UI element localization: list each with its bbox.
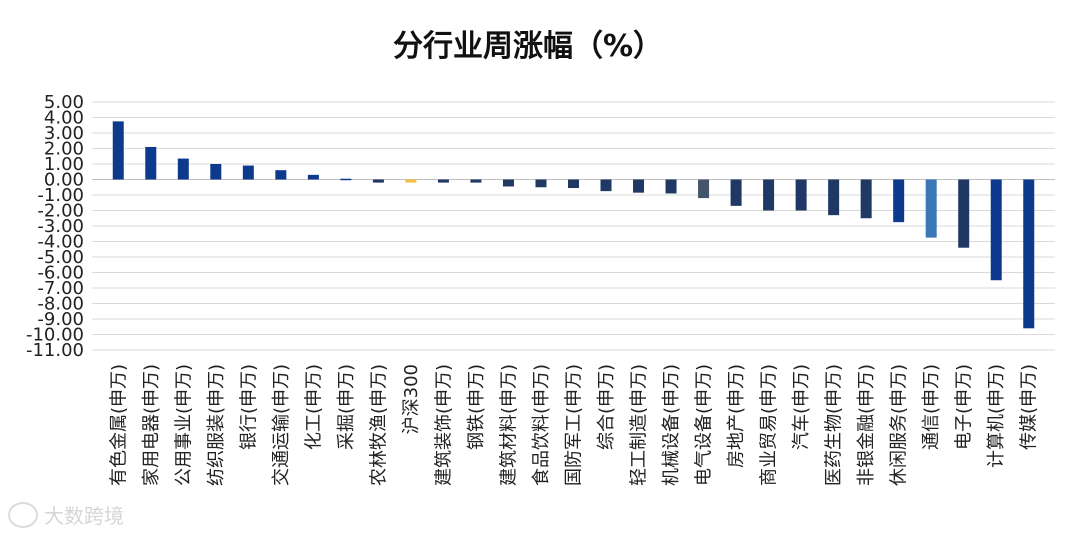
y-tick-label: 5.00 [44, 92, 84, 113]
x-tick-label: 通信(申万) [921, 364, 942, 450]
x-tick-label: 有色金属(申万) [108, 364, 129, 486]
y-tick-label: -2.00 [37, 201, 84, 222]
y-tick-label: -1.00 [37, 185, 84, 206]
x-tick-label: 汽车(申万) [791, 364, 812, 450]
y-tick-label: 4.00 [44, 108, 84, 129]
bar [893, 179, 905, 223]
y-tick-label: 1.00 [44, 154, 84, 175]
x-tick-label: 电子(申万) [954, 364, 975, 450]
y-tick-label: 0.00 [44, 170, 84, 191]
bar [763, 179, 775, 211]
bar [828, 179, 840, 216]
x-tick-label: 食品饮料(申万) [531, 364, 552, 486]
x-tick-label: 钢铁(申万) [466, 364, 487, 450]
bar [437, 179, 449, 183]
x-tick-label: 农林牧渔(申万) [368, 364, 389, 486]
y-tick-label: -10.00 [26, 325, 84, 346]
bar [925, 179, 937, 238]
bar [665, 179, 677, 194]
bar [958, 179, 970, 248]
x-tick-label: 建筑材料(申万) [498, 364, 519, 486]
y-tick-label: -6.00 [37, 263, 84, 284]
bar [210, 164, 222, 180]
y-tick-label: -11.00 [26, 340, 84, 361]
y-tick-label: -3.00 [37, 216, 84, 237]
x-tick-label: 机械设备(申万) [661, 364, 682, 486]
bar [568, 179, 579, 189]
bar [535, 179, 547, 188]
y-tick-label: -7.00 [37, 278, 84, 299]
x-tick-label: 非银金融(申万) [856, 364, 877, 486]
x-tick-label: 国防军工(申万) [564, 364, 585, 486]
y-tick-label: -9.00 [37, 309, 84, 330]
x-tick-label: 化工(申万) [303, 364, 324, 450]
x-tick-label: 医药生物(申万) [824, 364, 845, 486]
bar [112, 121, 124, 180]
bar [275, 170, 287, 180]
y-tick-label: -5.00 [37, 247, 84, 268]
bar [307, 174, 319, 180]
watermark: 大数跨境 [8, 500, 124, 529]
watermark-text: 大数跨境 [44, 504, 124, 528]
x-tick-label: 商业贸易(申万) [759, 364, 780, 486]
bar [405, 179, 417, 183]
x-tick-label: 沪深300 [401, 364, 422, 434]
x-tick-label: 综合(申万) [596, 364, 617, 450]
bar [372, 179, 384, 183]
x-tick-label: 纺织服装(申万) [206, 364, 227, 486]
x-tick-label: 银行(申万) [238, 364, 259, 450]
bar [698, 179, 710, 199]
x-tick-label: 休闲服务(申万) [889, 364, 910, 486]
bar [860, 179, 872, 219]
x-tick-label: 采掘(申万) [336, 364, 357, 450]
chart-title: 分行业周涨幅（%） [393, 29, 663, 64]
x-tick-label: 房地产(申万) [726, 364, 747, 468]
bar [242, 165, 254, 180]
x-axis-labels: 有色金属(申万) 家用电器(申万) 公用事业(申万) 纺织服装(申万) 银行(申万) 交通… [108, 364, 1039, 486]
y-tick-label: 3.00 [44, 123, 84, 144]
x-tick-label: 计算机(申万) [986, 364, 1007, 468]
y-tick-label: -8.00 [37, 294, 84, 315]
bar [340, 178, 352, 181]
bars [112, 121, 1035, 329]
y-axis-ticks: 5.004.003.002.001.000.00-1.00-2.00-3.00-… [26, 92, 84, 361]
x-tick-label: 电气设备(申万) [694, 364, 715, 486]
x-tick-label: 传媒(申万) [1019, 364, 1040, 450]
bar [600, 179, 612, 192]
bar [1023, 179, 1035, 329]
bar [470, 179, 482, 183]
watermark-logo-icon [8, 501, 38, 528]
x-tick-label: 交通运输(申万) [271, 364, 292, 486]
bar [177, 158, 189, 180]
grid-lines [92, 101, 1055, 351]
bar [990, 179, 1002, 281]
bar [730, 179, 742, 206]
y-tick-label: -4.00 [37, 232, 84, 253]
bar [502, 179, 514, 187]
bar [145, 146, 157, 180]
x-tick-label: 轻工制造(申万) [629, 364, 650, 486]
bar [795, 179, 807, 211]
bar [633, 179, 645, 193]
y-tick-label: 2.00 [44, 139, 84, 160]
x-tick-label: 家用电器(申万) [141, 364, 162, 486]
x-tick-label: 公用事业(申万) [173, 364, 194, 486]
x-tick-label: 建筑装饰(申万) [433, 364, 454, 486]
